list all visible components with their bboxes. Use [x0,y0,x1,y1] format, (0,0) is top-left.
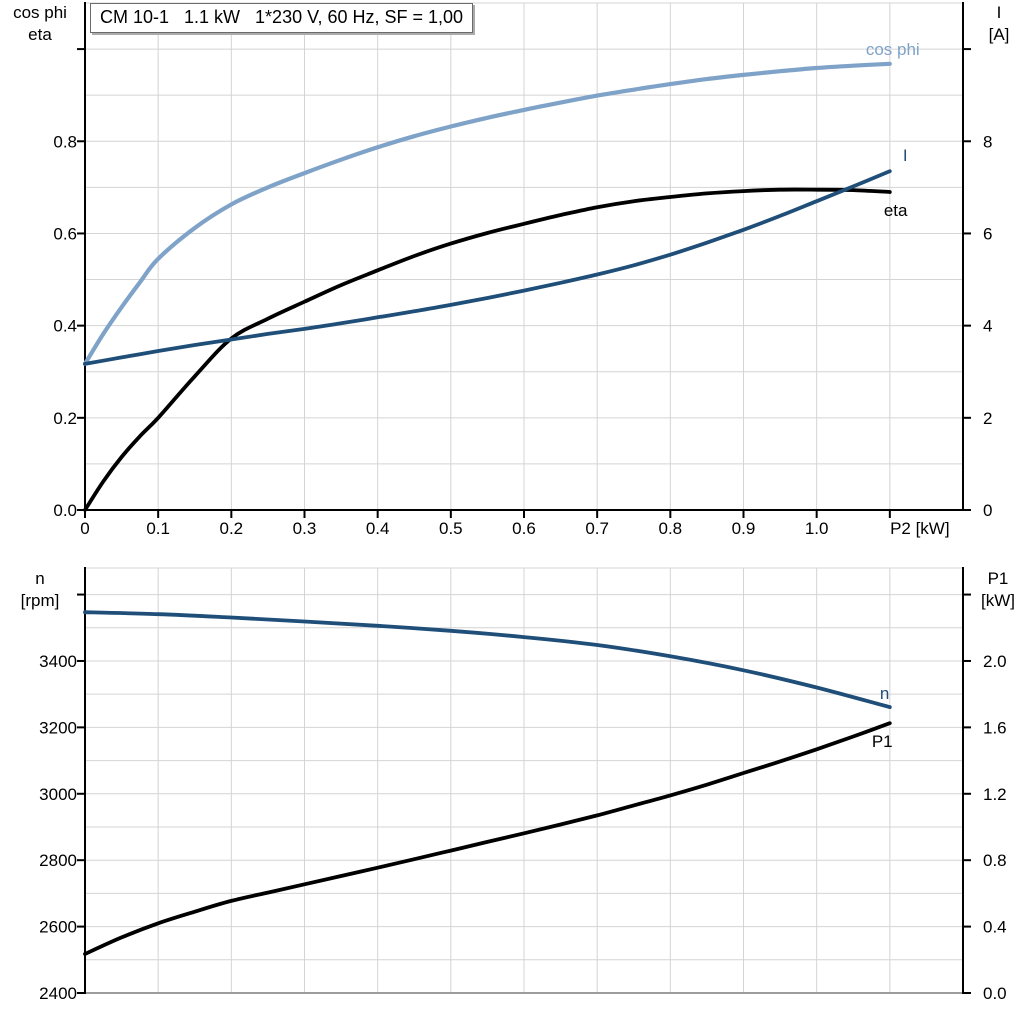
left-tick-label: 2600 [39,918,77,937]
curve-p1 [83,721,892,956]
x-tick-label: 0.1 [146,519,170,538]
right-tick-label: 8 [983,132,992,151]
left-tick-label: 0.8 [53,132,77,151]
right-tick-label: 0 [983,501,992,520]
curve-n [83,610,892,709]
right-tick-label: 0.8 [983,851,1007,870]
top-right-axis-title: I [A] [988,3,1010,44]
x-tick-label: P2 [kW] [890,519,950,538]
left-tick-label: 2800 [39,851,77,870]
curve-label-n: n [880,684,889,703]
left-tick-label: 0.2 [53,409,77,428]
x-tick-label: 0 [80,519,89,538]
x-tick-label: 0.2 [220,519,244,538]
right-tick-label: 6 [983,224,992,243]
curve-i [83,169,892,366]
left-tick-label: 0.0 [53,501,77,520]
curve-label-cos-phi: cos phi [866,40,920,59]
right-tick-label: 2.0 [983,652,1007,671]
x-tick-label: 0.8 [659,519,683,538]
x-tick-label: 0.3 [293,519,317,538]
chart-title-box: CM 10-1 1.1 kW 1*230 V, 60 Hz, SF = 1,00 [90,3,474,33]
right-tick-label: 1.2 [983,785,1007,804]
curve-label-p1: P1 [872,732,893,751]
right-tick-label: 0.4 [983,918,1007,937]
right-tick-label: 4 [983,317,992,336]
motor-electrical-plot: 0 0.1 0.2 0.3 0.4 0.5 0.6 0.7 0.8 0.9 1.0 P2 [kW] 0.… [53,2,992,538]
x-tick-label: 0.4 [366,519,390,538]
bottom-left-axis-title: n [rpm] [20,569,60,610]
left-tick-label: 3400 [39,652,77,671]
right-tick-label: 1.6 [983,718,1007,737]
left-tick-label: 0.4 [53,317,77,336]
x-tick-label: 0.9 [732,519,756,538]
x-tick-label: 0.6 [512,519,536,538]
x-tick-label: 0.7 [585,519,609,538]
curve-label-eta: eta [884,201,908,220]
x-tick-label: 0.5 [439,519,463,538]
top-left-axis-title: cos phi eta [13,3,67,44]
right-tick-label: 2 [983,409,992,428]
right-tick-label: 0.0 [983,984,1007,1003]
left-tick-label: 0.6 [53,224,77,243]
left-tick-label: 3200 [39,718,77,737]
speed-power-plot: 2400 2600 2800 3000 3200 3400 0.0 0.4 0.8 1.2 1.6 2… [39,567,1007,1003]
bottom-right-axis-title: P1 [kW] [981,569,1015,610]
left-tick-label: 3000 [39,785,77,804]
x-tick-label: 1.0 [805,519,829,538]
left-tick-label: 2400 [39,984,77,1003]
curve-cos-phi [82,61,892,366]
curve-label-i: I [903,146,908,165]
curve-eta [83,187,892,512]
